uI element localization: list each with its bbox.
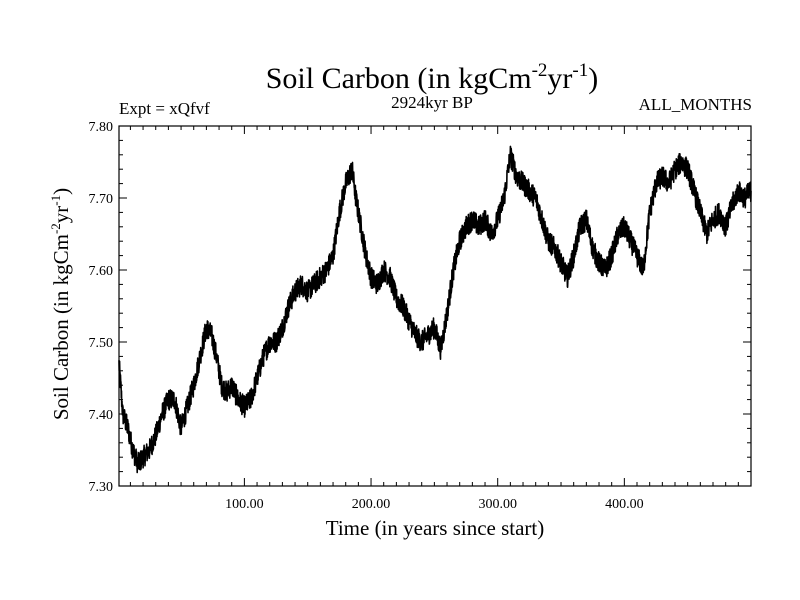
experiment-label: Expt = xQfvf xyxy=(119,99,210,118)
x-tick-label: 100.00 xyxy=(225,497,264,512)
y-tick-label: 7.50 xyxy=(89,336,114,351)
y-axis-label: Soil Carbon (in kgCm-2yr-1) xyxy=(48,188,73,420)
soil-carbon-series-line xyxy=(118,145,752,474)
y-tick-label: 7.60 xyxy=(89,264,114,279)
y-tick-label: 7.40 xyxy=(89,408,114,423)
x-tick-label: 300.00 xyxy=(478,497,517,512)
x-axis-label: Time (in years since start) xyxy=(326,516,545,540)
plot-frame xyxy=(118,125,752,487)
y-tick-label: 7.30 xyxy=(89,480,114,495)
y-tick-label: 7.80 xyxy=(89,120,114,135)
y-tick-label: 7.70 xyxy=(89,192,114,207)
chart-title: Soil Carbon (in kgCm-2yr-1) xyxy=(266,60,599,95)
months-label: ALL_MONTHS xyxy=(639,95,752,114)
x-tick-label: 200.00 xyxy=(352,497,391,512)
x-tick-label: 400.00 xyxy=(605,497,644,512)
axis-tick-labels: 100.00 200.00 300.00 400.00 7.30 7.40 7.50 7.60… xyxy=(89,120,644,512)
period-label: 2924kyr BP xyxy=(391,93,473,112)
